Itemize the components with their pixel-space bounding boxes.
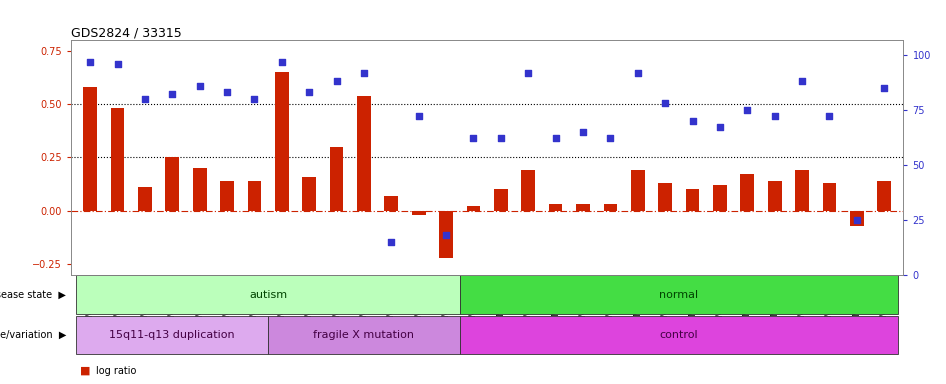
Text: log ratio: log ratio — [96, 366, 136, 376]
Bar — [412, 211, 426, 215]
Text: fragile X mutation: fragile X mutation — [313, 330, 414, 340]
Point — [603, 135, 618, 141]
Bar — [384, 196, 398, 211]
Point — [192, 83, 207, 89]
Point — [466, 135, 482, 141]
Bar — [220, 181, 234, 211]
Text: 15q11-q13 duplication: 15q11-q13 duplication — [110, 330, 236, 340]
Point — [877, 85, 892, 91]
Bar — [741, 174, 754, 211]
Point — [520, 70, 535, 76]
Point — [302, 89, 317, 95]
Point — [357, 70, 372, 76]
Bar — [460, 275, 898, 314]
Bar — [268, 316, 460, 354]
Text: GDS2824 / 33315: GDS2824 / 33315 — [71, 26, 182, 39]
Bar — [631, 170, 644, 211]
Bar — [166, 157, 179, 211]
Point — [384, 238, 399, 245]
Bar — [576, 204, 590, 211]
Bar — [850, 211, 864, 225]
Bar — [439, 211, 453, 258]
Point — [329, 78, 344, 84]
Text: disease state  ▶: disease state ▶ — [0, 290, 66, 300]
Point — [412, 113, 427, 119]
Point — [740, 107, 755, 113]
Point — [219, 89, 235, 95]
Point — [767, 113, 782, 119]
Point — [795, 78, 810, 84]
Bar — [796, 170, 809, 211]
Bar — [823, 183, 836, 211]
Bar — [77, 275, 460, 314]
Bar — [193, 168, 206, 211]
Point — [575, 129, 590, 135]
Bar — [111, 108, 124, 211]
Bar — [466, 207, 481, 211]
Text: genotype/variation  ▶: genotype/variation ▶ — [0, 330, 66, 340]
Bar — [549, 204, 563, 211]
Bar — [248, 181, 261, 211]
Point — [685, 118, 700, 124]
Point — [493, 135, 508, 141]
Bar — [768, 181, 781, 211]
Bar — [138, 187, 151, 211]
Point — [137, 96, 152, 102]
Point — [274, 58, 289, 65]
Text: autism: autism — [249, 290, 288, 300]
Bar — [275, 72, 289, 211]
Bar — [83, 87, 96, 211]
Point — [247, 96, 262, 102]
Text: normal: normal — [659, 290, 698, 300]
Point — [110, 61, 125, 67]
Bar — [604, 204, 617, 211]
Bar — [713, 185, 727, 211]
Point — [657, 100, 673, 106]
Bar — [658, 183, 672, 211]
Bar — [494, 189, 508, 211]
Bar — [460, 316, 898, 354]
Point — [548, 135, 563, 141]
Bar — [521, 170, 535, 211]
Bar — [357, 96, 371, 211]
Point — [630, 70, 645, 76]
Bar — [303, 177, 316, 211]
Point — [82, 58, 97, 65]
Point — [712, 124, 727, 131]
Text: ■: ■ — [80, 366, 91, 376]
Bar — [877, 181, 891, 211]
Point — [165, 91, 180, 98]
Point — [850, 217, 865, 223]
Bar — [686, 189, 699, 211]
Text: control: control — [659, 330, 698, 340]
Point — [439, 232, 454, 238]
Bar — [330, 147, 343, 211]
Bar — [77, 316, 268, 354]
Point — [822, 113, 837, 119]
